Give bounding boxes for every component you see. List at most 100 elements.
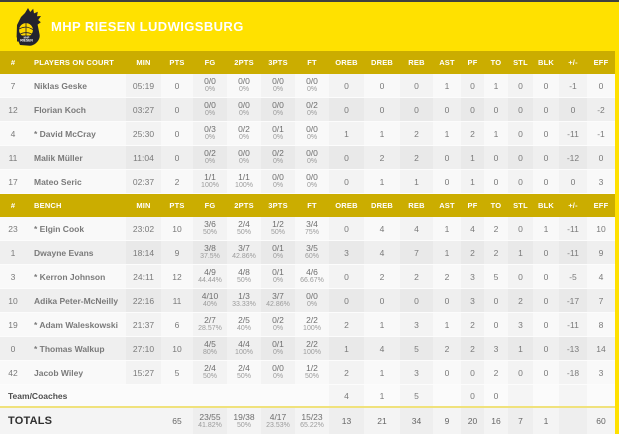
- shot-made-attempted: 1/1: [238, 172, 250, 182]
- stat-fg: 0/0 0%: [193, 97, 227, 122]
- shot-made-attempted: 0/0: [238, 148, 250, 158]
- jersey-number: 0: [0, 336, 26, 361]
- player-name-link[interactable]: * Kerron Johnson: [26, 264, 126, 289]
- shot-made-attempted: 0/0: [272, 363, 284, 373]
- shot-made-attempted: 2/4: [204, 363, 216, 373]
- bench-header-col-to: TO: [484, 193, 508, 217]
- stat-p2: 1/1 100%: [227, 169, 261, 194]
- jersey-number: 7: [0, 74, 26, 98]
- stat-min: 25:30: [126, 121, 161, 146]
- shot-made-attempted: 4/10: [201, 291, 219, 301]
- shot-percentage: 0%: [238, 158, 250, 165]
- on-court-header-col-to: TO: [484, 51, 508, 74]
- shot-made-attempted: 2/4: [238, 219, 250, 229]
- stat-pm: -1: [559, 74, 587, 98]
- shot-made-attempted: 3/4: [306, 219, 318, 229]
- stat-pf: 2: [461, 312, 484, 337]
- stat-to: 1: [484, 121, 508, 146]
- shot-made-attempted: 0/0: [306, 124, 318, 134]
- stat-oreb: 0: [329, 74, 364, 98]
- stat-fg: 2/7 28.57%: [193, 312, 227, 337]
- total-dreb: 21: [364, 406, 400, 434]
- jersey-number: 19: [0, 312, 26, 337]
- shot-percentage: 0%: [272, 349, 284, 356]
- stat-reb: 0: [400, 74, 433, 98]
- shot-percentage: 0%: [306, 134, 318, 141]
- stat-p3: 0/1 0%: [261, 336, 295, 361]
- player-name-link[interactable]: Mateo Seric: [26, 169, 126, 194]
- player-name-link[interactable]: * Elgin Cook: [26, 217, 126, 241]
- stat-min: 11:04: [126, 145, 161, 170]
- stat-pm: 0: [559, 97, 587, 122]
- shot-percentage: 0%: [238, 110, 250, 117]
- player-row-on-court: 11 Malik Müller 11:04 0 0/2 0% 0/0 0% 0/2 0% 0/0 0%…: [0, 145, 615, 170]
- shot-made-attempted: 0/0: [204, 76, 216, 86]
- stat-ft: 3/4 75%: [295, 217, 329, 241]
- stat-ast: 2: [433, 264, 461, 289]
- shot-made-attempted: 1/2: [306, 363, 318, 373]
- stat-to: 1: [484, 74, 508, 98]
- total-oreb: 13: [329, 406, 364, 434]
- logo-text-top: MHP: [24, 35, 30, 39]
- player-name-link[interactable]: Jacob Wiley: [26, 360, 126, 385]
- stat-p3: 0/0 0%: [261, 97, 295, 122]
- shot-percentage: 0%: [306, 301, 318, 308]
- stat-min: 05:19: [126, 74, 161, 98]
- shot-made-attempted: 3/8: [204, 243, 216, 253]
- player-name-link[interactable]: Adika Peter-McNeilly: [26, 288, 126, 313]
- player-row-on-court: 17 Mateo Seric 02:37 2 1/1 100% 1/1 100% 0/0 0% 0/…: [0, 169, 615, 194]
- bench-header-col-stl: STL: [508, 193, 533, 217]
- stat-oreb: 3: [329, 240, 364, 265]
- stat-blk: 0: [533, 145, 559, 170]
- on-court-header-col-col0: #: [0, 51, 26, 74]
- shot-made-attempted: 0/2: [204, 148, 216, 158]
- stat-to: 2: [484, 240, 508, 265]
- bench-header-col-oreb: OREB: [329, 193, 364, 217]
- player-name-link[interactable]: Florian Koch: [26, 97, 126, 122]
- jersey-number: 42: [0, 360, 26, 385]
- stat-pts: 0: [161, 121, 193, 146]
- shot-percentage: 50%: [304, 373, 319, 380]
- shot-percentage: 0%: [272, 253, 284, 260]
- shot-percentage: 0%: [204, 110, 216, 117]
- stat-pm: 0: [559, 169, 587, 194]
- stat-p2: 4/4 100%: [227, 336, 261, 361]
- total-eff: 60: [587, 406, 615, 434]
- stat-ast: 1: [433, 121, 461, 146]
- stat-to: 0: [484, 97, 508, 122]
- stat-pts: 6: [161, 312, 193, 337]
- team-stat-ast: [433, 384, 461, 407]
- stat-pf: 0: [461, 360, 484, 385]
- stat-eff: 9: [587, 240, 615, 265]
- stat-p2: 0/2 0%: [227, 121, 261, 146]
- on-court-header-col-min: MIN: [126, 51, 161, 74]
- shot-percentage: 23.53%: [266, 421, 290, 429]
- player-name-link[interactable]: Niklas Geske: [26, 74, 126, 98]
- player-name-link[interactable]: Malik Müller: [26, 145, 126, 170]
- shot-made-attempted: 1/2: [272, 219, 284, 229]
- shot-percentage: 60%: [304, 253, 319, 260]
- stat-p3: 0/0 0%: [261, 169, 295, 194]
- player-name-link[interactable]: Dwayne Evans: [26, 240, 126, 265]
- stat-ft: 0/0 0%: [295, 145, 329, 170]
- stat-ast: 0: [433, 288, 461, 313]
- shot-percentage: 50%: [202, 229, 217, 236]
- shot-made-attempted: 0/3: [204, 124, 216, 134]
- shot-made-attempted: 0/0: [306, 148, 318, 158]
- stat-stl: 1: [508, 240, 533, 265]
- shot-percentage: 50%: [270, 229, 285, 236]
- stat-ft: 1/2 50%: [295, 360, 329, 385]
- stat-ast: 0: [433, 145, 461, 170]
- shot-percentage: 50%: [202, 373, 217, 380]
- player-name-link[interactable]: * Thomas Walkup: [26, 336, 126, 361]
- player-row-bench: 0 * Thomas Walkup 27:10 10 4/5 80% 4/4 100% 0/1 0…: [0, 336, 615, 361]
- stat-fg: 0/2 0%: [193, 145, 227, 170]
- player-name-link[interactable]: * Adam Waleskowski: [26, 312, 126, 337]
- stat-eff: 3: [587, 169, 615, 194]
- stat-reb: 4: [400, 217, 433, 241]
- shot-percentage: 100%: [235, 349, 253, 356]
- player-name-link[interactable]: * David McCray: [26, 121, 126, 146]
- player-row-bench: 23 * Elgin Cook 23:02 10 3/6 50% 2/4 50% 1/2 50% 3…: [0, 217, 615, 241]
- stat-ast: 0: [433, 97, 461, 122]
- stat-pm: -11: [559, 240, 587, 265]
